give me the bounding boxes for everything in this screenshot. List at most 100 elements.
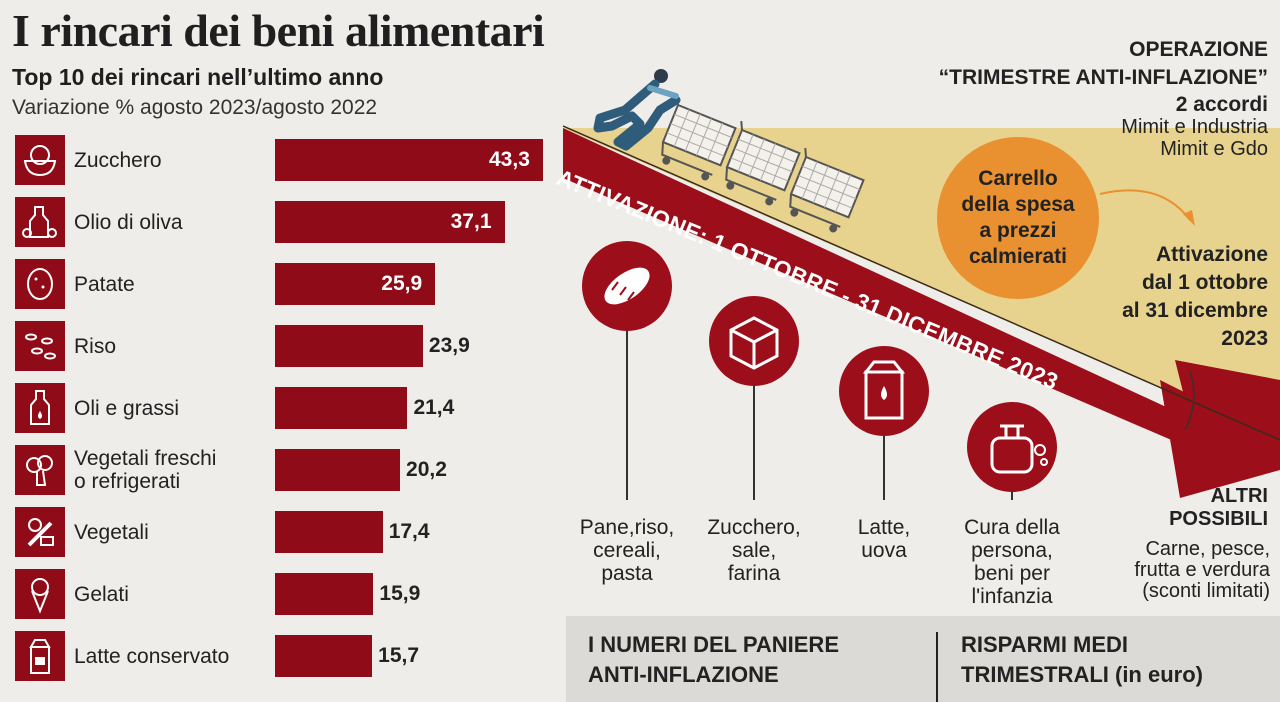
bar-row: Patate 25,9 bbox=[15, 259, 555, 309]
bar-row: Riso 23,9 bbox=[15, 321, 555, 371]
soap-dispenser-icon bbox=[967, 402, 1057, 492]
category-label-line: persona, bbox=[971, 539, 1053, 562]
milk-carton-icon bbox=[839, 346, 929, 436]
panel-left-line2: ANTI-INFLAZIONE bbox=[588, 662, 779, 687]
others-title: ALTRI POSSIBILI bbox=[1169, 485, 1268, 531]
bar-category-label: Latte conservato bbox=[74, 644, 230, 668]
panel-left-heading: I NUMERI DEL PANIERE ANTI-INFLAZIONE bbox=[588, 630, 839, 690]
broccoli-icon bbox=[15, 445, 65, 495]
bar bbox=[275, 325, 423, 367]
agreement-1: Mimit e Industria bbox=[1121, 116, 1268, 138]
category-label-line: Cura della bbox=[964, 516, 1060, 539]
bar-value-label: 43,3 bbox=[489, 148, 530, 171]
category-label-milk: Latte, uova bbox=[824, 516, 944, 562]
others-desc-line2: frutta e verdura bbox=[1134, 559, 1270, 581]
activation-dates: Attivazione dal 1 ottobre al 31 dicembre… bbox=[1122, 241, 1268, 353]
category-label-line: uova bbox=[861, 539, 907, 562]
category-label-line: Latte, bbox=[857, 516, 911, 539]
agreements: 2 accordi Mimit e Industria Mimit e Gdo bbox=[1121, 93, 1268, 161]
bar-category-label: Vegetali bbox=[74, 520, 149, 544]
bar bbox=[275, 635, 373, 677]
bar-row: Zucchero 43,3 bbox=[15, 135, 555, 185]
bubble-line-1: Carrello bbox=[978, 167, 1058, 190]
basket-bubble: Carrello della spesa a prezzi calmierati bbox=[937, 137, 1099, 299]
panel-left-line1: I NUMERI DEL PANIERE bbox=[588, 632, 839, 657]
others-desc-line3: (sconti limitati) bbox=[1142, 580, 1270, 602]
others-title-line2: POSSIBILI bbox=[1169, 508, 1268, 530]
bar-value-label: 20,2 bbox=[406, 458, 447, 481]
bubble-line-3: a prezzi bbox=[979, 219, 1057, 242]
category-label-line: beni per bbox=[974, 562, 1050, 585]
bar-row: Olio di oliva 37,1 bbox=[15, 197, 555, 247]
bar-value-label: 21,4 bbox=[413, 396, 455, 419]
operation-title: OPERAZIONE “TRIMESTRE ANTI-INFLAZIONE” bbox=[939, 36, 1268, 92]
vegetables-icon bbox=[15, 507, 65, 557]
category-label-line: l'infanzia bbox=[971, 585, 1053, 608]
man-pushing-cart-icon bbox=[593, 69, 681, 151]
bar bbox=[275, 387, 408, 429]
olive-oil-bottle-icon bbox=[15, 197, 65, 247]
bread-icon bbox=[582, 241, 672, 331]
bar bbox=[275, 201, 505, 243]
oil-bottle-icon bbox=[15, 383, 65, 433]
bar-row: Oli e grassi 21,4 bbox=[15, 383, 555, 433]
bar-category-label: Oli e grassi bbox=[74, 396, 180, 420]
bar-row: Latte conservato 15,7 bbox=[15, 631, 555, 681]
bar-category-label: Riso bbox=[74, 334, 117, 358]
category-label-line: pasta bbox=[601, 562, 653, 585]
bubble-line-4: calmierati bbox=[968, 245, 1068, 268]
others-description: Carne, pesce, frutta e verdura (sconti l… bbox=[1134, 539, 1270, 602]
category-label-bread: Pane,riso, cereali, pasta bbox=[567, 516, 687, 585]
activation-line-3: al 31 dicembre bbox=[1122, 299, 1268, 322]
category-label-line: farina bbox=[727, 562, 781, 585]
bar-category-label: Olio di oliva bbox=[74, 210, 183, 234]
chart-note: Variazione % agosto 2023/agosto 2022 bbox=[12, 96, 378, 119]
bar bbox=[275, 511, 383, 553]
ice-cream-icon bbox=[15, 569, 65, 619]
category-label-line: Pane,riso, bbox=[579, 516, 675, 539]
panel-right-heading: RISPARMI MEDI TRIMESTRALI (in euro) bbox=[961, 630, 1203, 690]
others-desc-line1: Carne, pesce, bbox=[1145, 538, 1270, 560]
agreements-title: 2 accordi bbox=[1175, 93, 1268, 116]
bar bbox=[275, 573, 374, 615]
others-title-line1: ALTRI bbox=[1210, 485, 1268, 507]
bowl-icon bbox=[15, 135, 65, 185]
activation-line-2: dal 1 ottobre bbox=[1141, 271, 1268, 294]
bar-value-label: 15,9 bbox=[379, 582, 421, 605]
potato-icon bbox=[15, 259, 65, 309]
page-title: I rincari dei beni alimentari bbox=[12, 5, 545, 56]
panel-right-line1: RISPARMI MEDI bbox=[961, 632, 1129, 657]
bar-row: Vegetali freschi o refrigerati 20,2 bbox=[15, 445, 555, 495]
bar-value-label: 23,9 bbox=[428, 334, 470, 357]
category-label-line: sale, bbox=[731, 539, 777, 562]
category-label-personal-care: Cura della persona, beni per l'infanzia bbox=[952, 516, 1072, 608]
bar-row: Vegetali 17,4 bbox=[15, 507, 555, 557]
milk-carton-icon bbox=[15, 631, 65, 681]
rice-icon bbox=[15, 321, 65, 371]
category-label-line: Zucchero, bbox=[707, 516, 801, 539]
bar-value-label: 37,1 bbox=[450, 210, 492, 233]
panel-divider bbox=[936, 632, 938, 702]
bar-value-label: 15,7 bbox=[378, 644, 420, 667]
red-band bbox=[563, 128, 1190, 448]
shopping-cart-icon bbox=[661, 96, 865, 233]
chart-subtitle: Top 10 dei rincari nell’ultimo anno bbox=[12, 64, 384, 90]
activation-line-4: 2023 bbox=[1221, 327, 1268, 350]
bar-value-label: 25,9 bbox=[381, 272, 423, 295]
bar-row: Gelati 15,9 bbox=[15, 569, 555, 619]
operation-title-line1: OPERAZIONE bbox=[1129, 38, 1268, 61]
bar-category-label: Gelati bbox=[74, 582, 129, 606]
bar-category-label: Zucchero bbox=[74, 148, 162, 172]
panel-right-line2: TRIMESTRALI (in euro) bbox=[961, 662, 1203, 687]
bar-category-label: Patate bbox=[74, 272, 135, 296]
activation-line-1: Attivazione bbox=[1155, 243, 1268, 266]
bubble-line-2: della spesa bbox=[961, 193, 1075, 216]
category-label-sugar: Zucchero, sale, farina bbox=[694, 516, 814, 585]
bar bbox=[275, 263, 436, 305]
agreement-2: Mimit e Gdo bbox=[1160, 138, 1268, 160]
bar bbox=[275, 449, 401, 491]
basket-numbers-panel: I NUMERI DEL PANIERE ANTI-INFLAZIONE RIS… bbox=[566, 616, 1280, 702]
operation-title-line2: “TRIMESTRE ANTI-INFLAZIONE” bbox=[938, 66, 1268, 89]
bar-category-label: Vegetali freschi o refrigerati bbox=[74, 447, 217, 493]
